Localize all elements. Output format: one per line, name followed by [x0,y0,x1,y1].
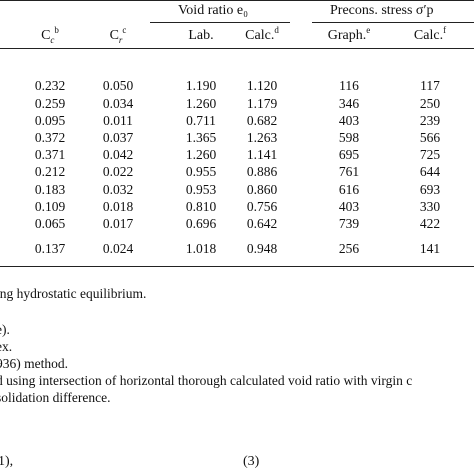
table-cell: 0.711 [186,113,216,128]
column-header: Calc.d [245,25,279,43]
table-cell: 693 [419,182,441,197]
table-cell: 1.141 [246,147,278,162]
table-cell: 616 [338,182,360,197]
column-header: Calc.f [413,25,447,43]
footnote-line: ex. [0,339,13,354]
summary-cell: 0.948 [246,241,278,256]
table-cell: 0.232 [34,78,66,93]
footnote-line: e). [0,322,10,337]
table-cell: 403 [338,199,360,214]
table-cell: 346 [338,96,360,111]
table-cell: 1.263 [246,130,278,145]
table-cell: 0.065 [34,216,66,231]
table-cell: 422 [419,216,441,231]
table-cell: 239 [419,113,441,128]
table-cell: 0.886 [246,164,278,179]
table-cell: 0.109 [34,199,66,214]
table-cell: 1.190 [185,78,217,93]
table-cell: 0.042 [102,147,134,162]
table-cell: 0.953 [185,182,217,197]
table-cell: 0.022 [102,164,134,179]
summary-cell: 256 [338,241,360,256]
table-cell: 330 [419,199,441,214]
summary-cell: 0.024 [102,241,134,256]
table-cell: 0.682 [246,113,278,128]
table-cell: 0.372 [34,130,66,145]
footnote-line: solidation difference. [0,390,111,405]
table-cell: 116 [339,78,359,93]
table-cell: 739 [338,216,360,231]
precons-stress-underline [312,22,474,23]
table-cell: 0.017 [102,216,134,231]
summary-cell: 141 [419,241,441,256]
table-cell: 0.955 [185,164,217,179]
header-rule [0,48,474,49]
table-cell: 0.371 [34,147,66,162]
table-cell: 403 [338,113,360,128]
table-cell: 0.034 [102,96,134,111]
table-cell: 598 [338,130,360,145]
void-ratio-underline [150,22,290,23]
bottom-rule [0,266,474,267]
table-cell: 1.179 [246,96,278,111]
table-cell: 0.095 [34,113,66,128]
table-cell: 695 [338,147,360,162]
table-cell: 0.860 [246,182,278,197]
top-rule [0,0,474,1]
table-cell: 1.260 [185,147,217,162]
table-cell: 0.810 [185,199,217,214]
table-cell: 0.183 [34,182,66,197]
footnote-line: d using intersection of horizontal thoro… [0,373,413,388]
table-cell: 0.011 [103,113,133,128]
table-cell: 0.259 [34,96,66,111]
table-cell: 644 [419,164,441,179]
table-cell: 0.018 [102,199,134,214]
table-cell: 0.756 [246,199,278,214]
precons-stress-header: Precons. stress σ′p [330,3,434,18]
table-cell: 250 [419,96,441,111]
footnote-line: ing hydrostatic equilibrium. [0,286,147,301]
table-cell: 725 [419,147,441,162]
summary-cell: 1.018 [185,241,217,256]
column-header: Graph.e [327,25,371,43]
table-cell: 1.120 [246,78,278,93]
table-cell: 0.050 [102,78,134,93]
table-cell: 566 [419,130,441,145]
table-cell: 0.037 [102,130,134,145]
void-ratio-header: Void ratio e₀ [178,3,248,18]
table-cell: 0.696 [185,216,217,231]
column-header: Ccb [41,25,59,45]
table-cell: 0.642 [246,216,278,231]
table-cell: 1.365 [185,130,217,145]
column-header: Crc [109,25,127,45]
table-cell: 117 [420,78,440,93]
table-cell: 0.212 [34,164,66,179]
table-cell: 761 [338,164,360,179]
column-header: Lab. [188,28,214,43]
table-cell: 1.260 [185,96,217,111]
equation-fragment: 1), [0,454,14,469]
summary-cell: 0.137 [34,241,66,256]
footnote-line: 936) method. [0,356,68,371]
equation-number: (3) [243,454,260,469]
table-cell: 0.032 [102,182,134,197]
